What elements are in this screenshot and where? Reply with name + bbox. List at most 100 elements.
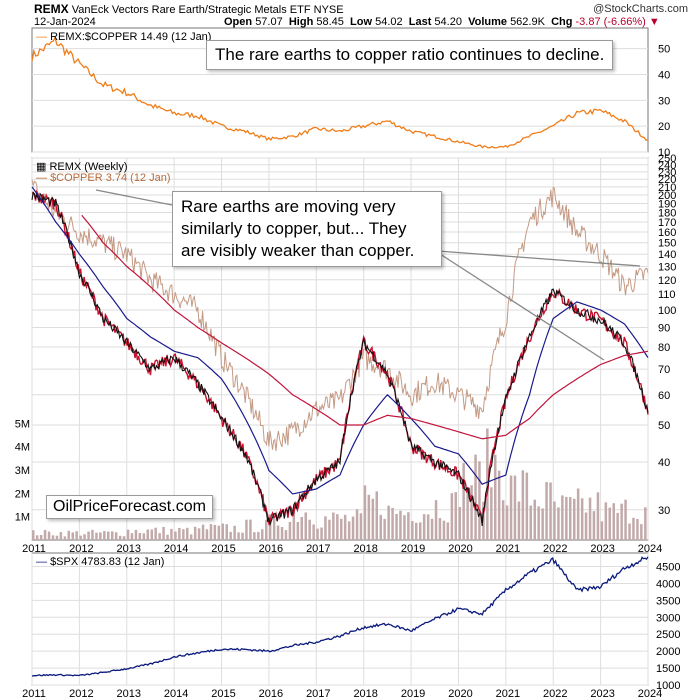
main-x-tick: 2023 (590, 543, 614, 555)
volume-bar (628, 523, 631, 540)
chart-date: 12-Jan-2024 (34, 16, 96, 28)
main-y-tick: 110 (658, 289, 676, 301)
main-x-tick: 2020 (448, 543, 472, 555)
volume-bar (304, 512, 307, 540)
volume-bar (509, 475, 513, 540)
volume-bar (403, 515, 406, 540)
ratio-legend-label: REMX:$COPPER 14.49 (12 Jan) (50, 31, 212, 43)
volume-bar (174, 531, 177, 540)
volume-bar (426, 514, 430, 540)
main-y-tick: 50 (658, 420, 670, 432)
volume-bar (395, 513, 398, 540)
low-value: 54.02 (375, 16, 403, 28)
down-arrow-icon: ▼ (645, 16, 660, 28)
volume-bar (371, 498, 375, 540)
volume-bar (75, 531, 78, 540)
volume-bar (99, 532, 102, 540)
spx-y-tick: 4500 (656, 562, 680, 574)
spx-x-tick: 2011 (22, 688, 46, 700)
spx-x-tick: 2021 (496, 688, 520, 700)
volume-bar (328, 519, 331, 540)
volume-bar (213, 524, 217, 540)
main-y-tick: 200 (658, 190, 676, 202)
volume-bar (308, 519, 311, 540)
volume-bar (391, 507, 394, 540)
volume-bar (446, 522, 450, 540)
main-y-tick: 240 (658, 160, 676, 172)
spx-x-tick: 2024 (638, 688, 662, 700)
main-annotation: Rare earths are moving very similarly to… (172, 191, 442, 267)
security-name: VanEck Vectors Rare Earth/Strategic Meta… (71, 4, 311, 16)
ratio-line-icon: — (36, 31, 47, 43)
copper-line (31, 179, 649, 451)
main-x-tick: 2014 (164, 543, 188, 555)
volume-bar (126, 529, 130, 540)
volume-bar (494, 454, 497, 540)
volume-bar (640, 524, 643, 540)
volume-bar (221, 523, 224, 540)
volume-bar (249, 519, 252, 540)
ratio-y-tick: 40 (658, 70, 670, 82)
volume-bar (91, 529, 94, 540)
spx-y-tick: 1500 (656, 663, 680, 675)
volume-bar (336, 514, 339, 540)
spx-y-tick: 3000 (656, 612, 680, 624)
volume-bar (497, 470, 501, 540)
volume-bar (612, 503, 615, 540)
spx-line (31, 556, 649, 677)
ma-long-line (81, 214, 649, 440)
main-y-tick: 160 (658, 227, 676, 239)
volume-bar (261, 529, 264, 540)
volume-bar (186, 527, 189, 540)
volume-value: 562.9K (510, 16, 545, 28)
volume-bar (521, 470, 525, 540)
volume-bar (588, 497, 592, 540)
volume-bar (63, 536, 67, 540)
ratio-y-tick: 10 (658, 147, 670, 159)
volume-bar (569, 497, 572, 540)
volume-bar (111, 531, 114, 540)
ratio-line (31, 36, 649, 149)
ma-short-line (31, 186, 649, 495)
main-x-tick: 2019 (401, 543, 425, 555)
volume-bar (517, 501, 521, 540)
volume-bar (608, 507, 611, 540)
main-x-tick: 2011 (22, 543, 46, 555)
copper-trendline (423, 249, 641, 267)
volume-bar (312, 524, 315, 540)
volume-bar (545, 482, 548, 540)
volume-bar (561, 495, 564, 540)
spx-x-tick: 2022 (543, 688, 567, 700)
volume-bar (415, 522, 418, 540)
pointer-line (95, 189, 173, 206)
volume-bar (320, 527, 323, 540)
spx-legend-label: $SPX 4783.83 (12 Jan) (50, 556, 165, 568)
volume-bar (525, 472, 529, 540)
volume-bar (355, 509, 359, 540)
volume-bar (332, 512, 335, 540)
volume-bar (280, 527, 284, 540)
open-label: Open (224, 16, 253, 28)
volume-bar (166, 534, 169, 540)
volume-bar (71, 532, 74, 540)
volume-bar (39, 535, 43, 540)
volume-bar (197, 528, 201, 540)
high-label: High (288, 16, 314, 28)
main-y-tick: 90 (658, 322, 670, 334)
main-y-tick: 120 (658, 275, 676, 287)
volume-bar (359, 513, 363, 540)
volume-bar (470, 485, 473, 540)
volume-bar (363, 485, 367, 540)
volume-bar (438, 518, 442, 540)
main-y-tick: 230 (658, 167, 676, 179)
volume-bar (122, 536, 126, 540)
open-value: 57.07 (255, 16, 283, 28)
volume-bar (114, 532, 118, 540)
remx-price-line (31, 191, 649, 527)
volume-bar (620, 503, 623, 540)
volume-bar (154, 527, 157, 540)
remx-legend-label: REMX (Weekly) (49, 161, 128, 173)
volume-bar (565, 496, 568, 540)
volume-bar (95, 532, 98, 540)
spx-x-tick: 2020 (448, 688, 472, 700)
